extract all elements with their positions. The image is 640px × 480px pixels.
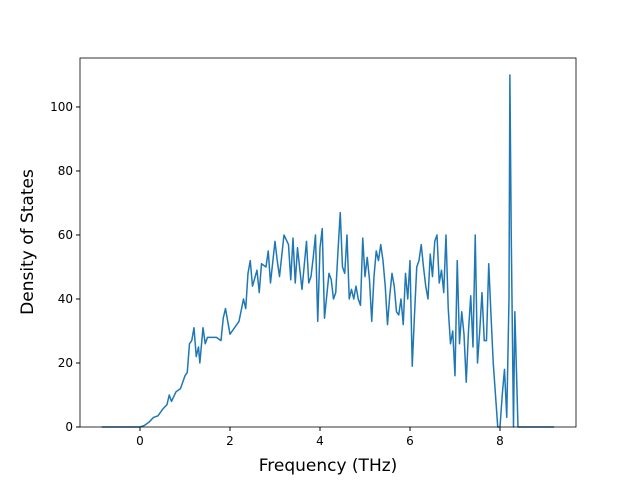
y-axis-label: Density of States: [18, 169, 38, 315]
y-tick-label: 40: [58, 292, 73, 306]
y-tick-label: 20: [58, 356, 73, 370]
y-tick-label: 100: [50, 100, 73, 114]
x-axis-label: Frequency (THz): [259, 456, 398, 476]
y-tick-label: 0: [65, 420, 73, 434]
x-tick-label: 0: [136, 434, 144, 448]
line: [101, 74, 554, 428]
x-tick-label: 8: [496, 434, 504, 448]
x-tick-label: 4: [316, 434, 324, 448]
y-tick-label: 80: [58, 164, 73, 178]
x-tick-label: 2: [226, 434, 234, 448]
plot-frame: [79, 57, 577, 428]
x-tick-label: 6: [406, 434, 414, 448]
y-tick-label: 60: [58, 228, 73, 242]
